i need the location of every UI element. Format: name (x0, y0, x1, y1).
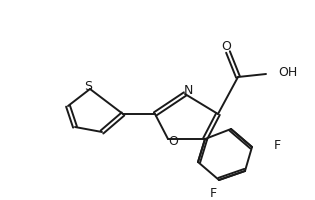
Text: O: O (168, 135, 178, 148)
Text: OH: OH (278, 65, 297, 78)
Text: S: S (84, 80, 92, 93)
Text: F: F (273, 139, 281, 152)
Text: F: F (209, 187, 217, 200)
Text: N: N (183, 84, 193, 97)
Text: O: O (221, 39, 231, 52)
